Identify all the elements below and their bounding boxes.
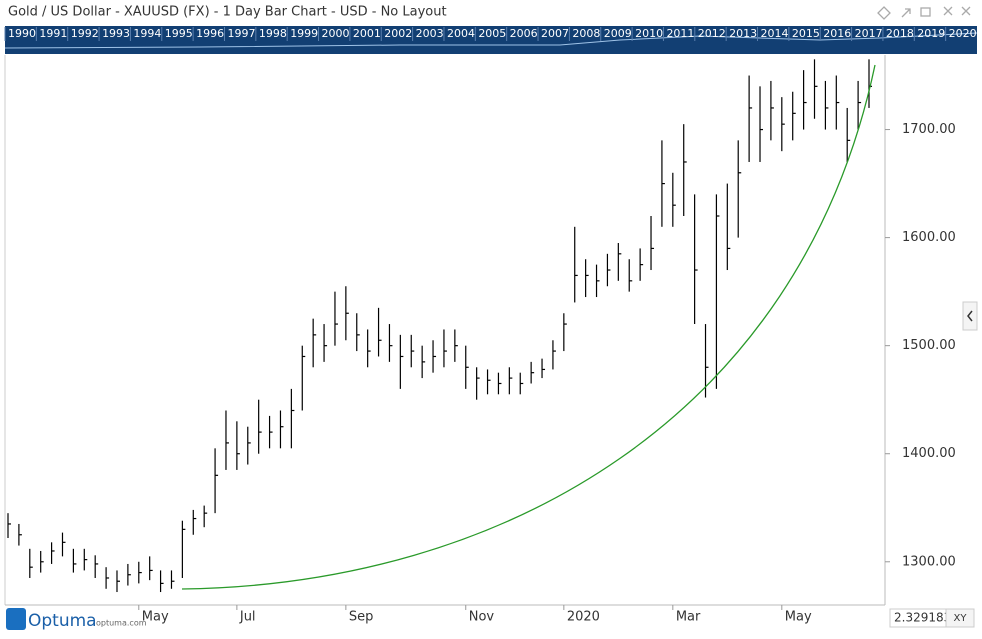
year-label: 2013	[729, 27, 757, 40]
year-label: 2012	[698, 27, 726, 40]
x-tick-label: May	[785, 610, 812, 625]
year-label: 2002	[384, 27, 412, 40]
side-tab-arrow	[967, 310, 973, 322]
year-label: 1996	[196, 27, 224, 40]
year-label: 1993	[102, 27, 130, 40]
chart-title: Gold / US Dollar - XAUUSD (FX) - 1 Day B…	[8, 5, 447, 20]
year-label: 1994	[133, 27, 161, 40]
icon-window[interactable]	[920, 7, 931, 17]
year-label: 2019	[917, 27, 945, 40]
year-label: 2007	[541, 27, 569, 40]
logo-icon	[6, 608, 26, 630]
year-label: 2018	[886, 27, 914, 40]
y-tick-label: 1500.00	[902, 338, 956, 353]
year-label: 2017	[855, 27, 883, 40]
year-label: 2004	[447, 27, 475, 40]
year-label: 1995	[165, 27, 193, 40]
year-label: 1992	[71, 27, 99, 40]
icon-diamond[interactable]	[877, 6, 891, 20]
year-label: 2003	[416, 27, 444, 40]
icon-settings[interactable]	[943, 6, 953, 16]
xy-button[interactable]	[945, 608, 975, 628]
x-tick-label: May	[142, 610, 169, 625]
scale-value: 2.3291831	[894, 611, 959, 625]
logo-text: Optuma	[28, 611, 97, 631]
y-tick-label: 1300.00	[902, 554, 956, 569]
year-label: 2006	[510, 27, 538, 40]
side-tab[interactable]	[962, 301, 978, 331]
year-label: 2005	[478, 27, 506, 40]
year-label: 2020	[949, 27, 977, 40]
trend-curve	[181, 64, 876, 590]
year-label: 1997	[227, 27, 255, 40]
x-tick-label: Nov	[469, 610, 495, 625]
year-label: 2009	[604, 27, 632, 40]
icon-pin[interactable]	[901, 8, 911, 18]
x-tick-label: 2020	[567, 610, 600, 625]
year-label: 1990	[8, 27, 36, 40]
y-tick-label: 1400.00	[902, 446, 956, 461]
overview-line	[4, 32, 978, 49]
icon-close[interactable]	[961, 6, 971, 16]
year-label: 1991	[39, 27, 67, 40]
year-label: 2001	[353, 27, 381, 40]
xy-label[interactable]: XY	[954, 613, 968, 624]
year-label: 2000	[322, 27, 350, 40]
year-label: 2008	[572, 27, 600, 40]
logo-site: optuma.com	[96, 619, 147, 628]
x-tick-label: Sep	[349, 610, 374, 625]
x-tick-label: Mar	[676, 610, 701, 625]
y-tick-label: 1600.00	[902, 230, 956, 245]
x-tick-label: Jul	[239, 610, 256, 625]
year-label: 1999	[290, 27, 318, 40]
year-label: 2015	[792, 27, 820, 40]
y-tick-label: 1700.00	[902, 122, 956, 137]
year-label: 2014	[761, 27, 789, 40]
year-label: 1998	[259, 27, 287, 40]
toolbar-icons	[877, 6, 971, 20]
year-label: 2011	[666, 27, 694, 40]
year-label: 2016	[823, 27, 851, 40]
year-label: 2010	[635, 27, 663, 40]
